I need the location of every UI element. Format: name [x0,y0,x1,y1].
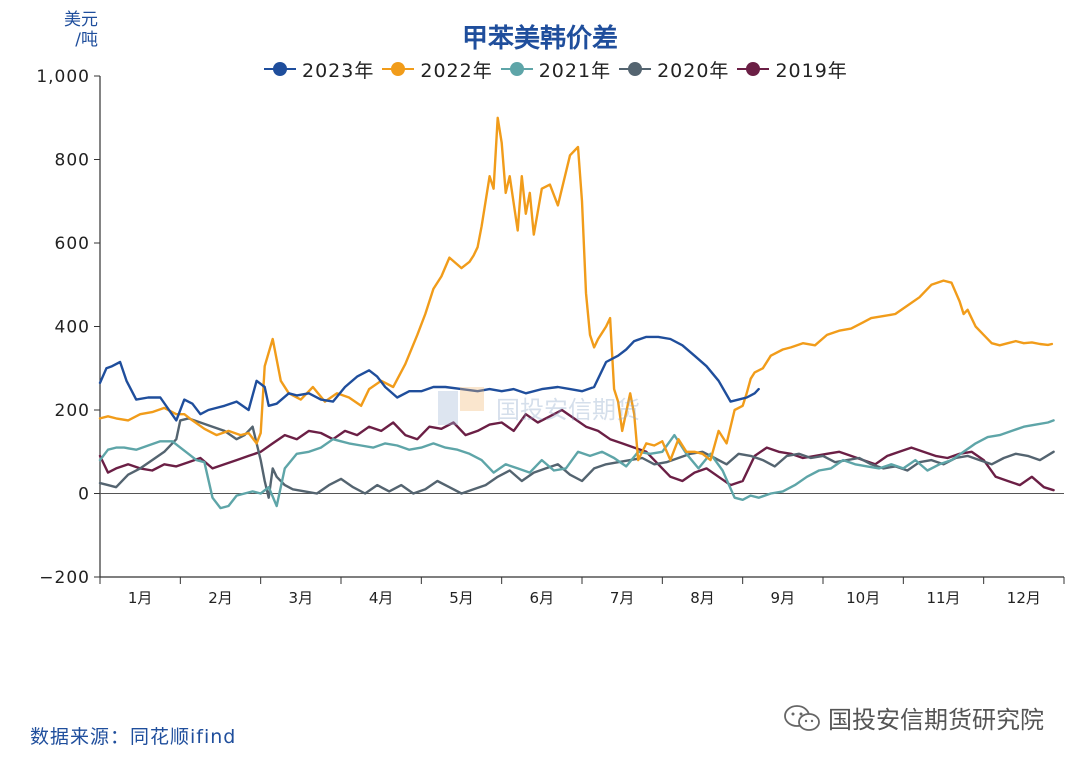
x-tick-label: 6月 [530,589,555,607]
brand-signature: 国投安信期货研究院 [782,700,1044,735]
y-tick-label: 0 [78,485,90,505]
legend: 2023年 2022年 2021年 2020年 2019年 [262,56,854,82]
legend-label: 2021年 [538,59,612,82]
legend-swatch-marker [391,62,406,76]
legend-label: 2019年 [775,59,848,82]
x-tick-label: 11月 [926,589,960,607]
y-tick-label: 400 [55,318,90,338]
x-tick-label: 12月 [1007,589,1041,607]
legend-item: 2023年 [262,56,374,83]
series-line-2019年 [98,408,1055,492]
watermark-text: 国投安信期货 [496,395,640,424]
x-tick-label: 3月 [289,589,314,607]
legend-label: 2022年 [420,59,493,82]
legend-swatch-marker [509,62,524,76]
x-tick-label: 10月 [846,589,880,607]
data-source: 数据来源：同花顺ifind [30,726,237,748]
legend-item: 2021年 [499,56,611,83]
legend-swatch [380,56,416,82]
legend-swatch [499,56,535,82]
x-tick-label: 1月 [128,589,153,607]
legend-label: 2023年 [302,59,375,82]
legend-swatch-marker [628,62,643,76]
y-tick-label: 1,000 [36,67,90,87]
legend-item: 2022年 [380,56,492,83]
watermark-logo-icon [438,387,484,425]
legend-swatch [262,56,298,82]
legend-item: 2019年 [735,56,847,83]
brand-name: 国投安信期货研究院 [828,706,1044,734]
x-tick-label: 5月 [449,589,474,607]
y-tick-label: −200 [39,568,90,588]
series-layer [98,116,1055,510]
legend-item: 2020年 [617,56,729,83]
x-tick-label: 4月 [369,589,394,607]
unit-line-2: /吨 [75,30,98,50]
watermark: 国投安信期货 [436,385,640,429]
y-tick-label: 800 [55,151,90,171]
legend-swatch [735,56,771,82]
chart-title: 甲苯美韩价差 [461,24,618,54]
series-line-2021年 [98,419,1055,510]
wechat-icon [784,704,820,731]
legend-swatch-marker [273,62,287,76]
y-tick-label: 200 [55,401,90,421]
legend-swatch-marker [746,62,761,76]
x-tick-label: 2月 [208,589,233,607]
y-axis-unit-label: 美元 /吨 [48,10,98,50]
unit-line-1: 美元 [64,10,98,30]
legend-swatch [617,56,653,82]
x-tick-label: 9月 [771,589,796,607]
x-tick-label: 7月 [610,589,635,607]
x-tick-label: 8月 [690,589,715,607]
axes: −200 0 200 400 600 800 1,000 1月 2月 3月 4月 5月 6月 7月 8月 9月… [36,67,1065,607]
series-line-2023年 [98,335,760,422]
y-tick-label: 600 [55,234,90,254]
legend-label: 2020年 [657,59,730,82]
